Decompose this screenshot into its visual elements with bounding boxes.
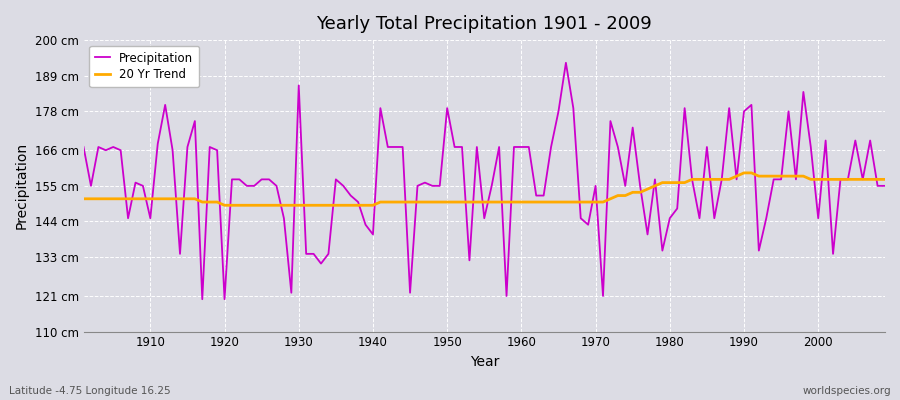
20 Yr Trend <box>739 170 750 175</box>
Precipitation <box>353 200 364 204</box>
Y-axis label: Precipitation: Precipitation <box>15 142 29 230</box>
Precipitation <box>197 297 208 302</box>
Precipitation <box>138 184 148 188</box>
X-axis label: Year: Year <box>470 355 499 369</box>
20 Yr Trend <box>353 203 364 208</box>
20 Yr Trend <box>78 196 89 201</box>
20 Yr Trend <box>138 196 148 201</box>
Precipitation <box>516 144 526 149</box>
20 Yr Trend <box>219 203 230 208</box>
Title: Yearly Total Precipitation 1901 - 2009: Yearly Total Precipitation 1901 - 2009 <box>317 15 652 33</box>
20 Yr Trend <box>879 177 890 182</box>
20 Yr Trend <box>612 193 623 198</box>
Text: Latitude -4.75 Longitude 16.25: Latitude -4.75 Longitude 16.25 <box>9 386 171 396</box>
Precipitation <box>620 184 631 188</box>
Precipitation <box>561 60 572 65</box>
Precipitation <box>308 252 319 256</box>
Text: worldspecies.org: worldspecies.org <box>803 386 891 396</box>
Precipitation <box>78 144 89 149</box>
20 Yr Trend <box>308 203 319 208</box>
20 Yr Trend <box>516 200 526 204</box>
Precipitation <box>524 144 535 149</box>
Line: Precipitation: Precipitation <box>84 63 885 299</box>
Legend: Precipitation, 20 Yr Trend: Precipitation, 20 Yr Trend <box>89 46 199 87</box>
Precipitation <box>879 184 890 188</box>
20 Yr Trend <box>524 200 535 204</box>
Line: 20 Yr Trend: 20 Yr Trend <box>84 173 885 205</box>
